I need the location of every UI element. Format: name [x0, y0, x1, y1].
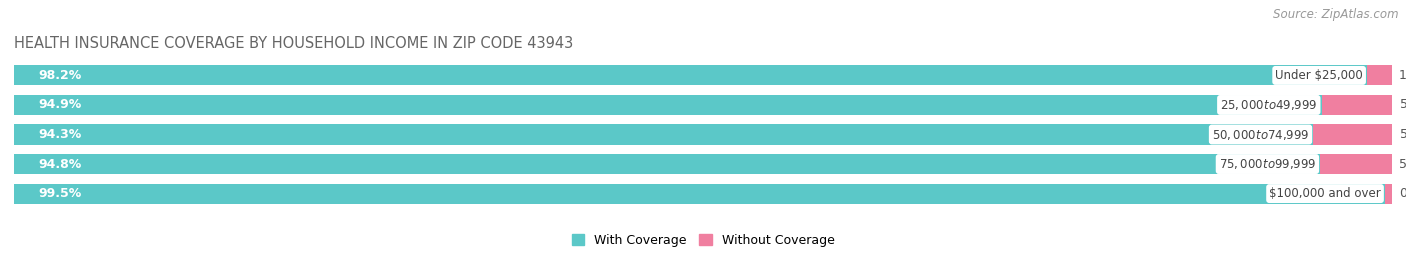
Bar — [1385, 183, 1392, 204]
Text: 5.2%: 5.2% — [1399, 158, 1406, 171]
Bar — [1367, 65, 1392, 86]
Bar — [14, 125, 1392, 144]
Text: 5.2%: 5.2% — [1400, 98, 1406, 111]
Bar — [14, 65, 1367, 86]
Text: $50,000 to $74,999: $50,000 to $74,999 — [1212, 128, 1309, 141]
Text: 99.5%: 99.5% — [39, 187, 82, 200]
Text: 1.8%: 1.8% — [1399, 69, 1406, 82]
Bar — [14, 95, 1322, 115]
Bar — [14, 125, 1313, 144]
Text: HEALTH INSURANCE COVERAGE BY HOUSEHOLD INCOME IN ZIP CODE 43943: HEALTH INSURANCE COVERAGE BY HOUSEHOLD I… — [14, 36, 574, 51]
Text: Under $25,000: Under $25,000 — [1275, 69, 1362, 82]
Legend: With Coverage, Without Coverage: With Coverage, Without Coverage — [567, 229, 839, 252]
Bar — [1322, 95, 1393, 115]
Text: $75,000 to $99,999: $75,000 to $99,999 — [1219, 157, 1316, 171]
Text: 98.2%: 98.2% — [39, 69, 82, 82]
Text: 94.9%: 94.9% — [39, 98, 82, 111]
Text: 0.54%: 0.54% — [1399, 187, 1406, 200]
Text: 94.3%: 94.3% — [39, 128, 82, 141]
Text: $25,000 to $49,999: $25,000 to $49,999 — [1220, 98, 1317, 112]
Text: 94.8%: 94.8% — [39, 158, 82, 171]
Bar — [14, 154, 1392, 174]
Text: $100,000 and over: $100,000 and over — [1270, 187, 1381, 200]
Text: Source: ZipAtlas.com: Source: ZipAtlas.com — [1274, 8, 1399, 21]
Bar — [14, 65, 1392, 86]
Bar — [14, 95, 1392, 115]
Bar — [1313, 125, 1393, 144]
Text: 5.8%: 5.8% — [1400, 128, 1406, 141]
Bar — [14, 154, 1320, 174]
Bar — [14, 183, 1392, 204]
Bar — [1320, 154, 1392, 174]
Bar — [14, 183, 1385, 204]
